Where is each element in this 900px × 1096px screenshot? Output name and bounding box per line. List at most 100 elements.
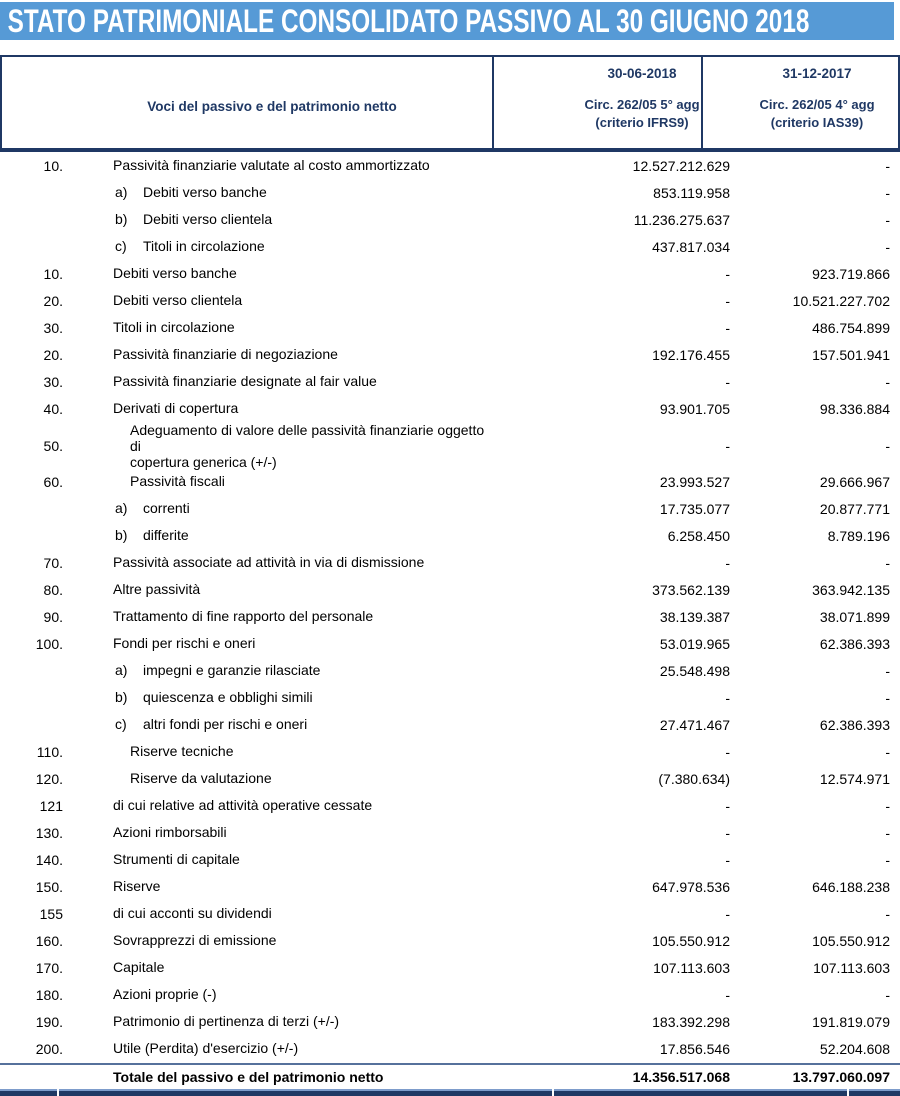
table-row: b) Debiti verso clientela 11.236.275.637 … bbox=[0, 206, 890, 233]
row-description: Utile (Perdita) d'esercizio (+/-) bbox=[64, 1040, 494, 1056]
row-value-2017: - bbox=[885, 184, 890, 201]
row-number: 30. bbox=[43, 373, 63, 390]
row-number: 170. bbox=[35, 959, 63, 976]
total-label: Totale del passivo e del patrimonio nett… bbox=[113, 1068, 384, 1085]
row-description: b) Debiti verso clientela bbox=[64, 211, 494, 227]
row-letter: a) bbox=[115, 500, 128, 517]
bottom-bar-segment bbox=[554, 1089, 847, 1096]
row-description: Sovrapprezzi di emissione bbox=[64, 932, 494, 948]
row-label: Debiti verso banche bbox=[113, 265, 237, 282]
row-value-2017: - bbox=[885, 373, 890, 390]
row-value-2018: 183.392.298 bbox=[652, 1013, 730, 1030]
row-number: 140. bbox=[35, 851, 63, 868]
row-description: a) correnti bbox=[64, 500, 494, 516]
row-number: 130. bbox=[35, 824, 63, 841]
row-number: 150. bbox=[35, 878, 63, 895]
row-description: Riserve da valutazione bbox=[64, 770, 494, 786]
table-row: 160. Sovrapprezzi di emissione 105.550.9… bbox=[0, 927, 890, 954]
row-number: 100. bbox=[35, 635, 63, 652]
row-value-2018: 6.258.450 bbox=[667, 527, 730, 544]
row-value-2017: 191.819.079 bbox=[812, 1013, 890, 1030]
row-label: Debiti verso clientela bbox=[143, 211, 273, 228]
row-value-2017: 10.521.227.702 bbox=[792, 292, 890, 309]
table-row: 121 di cui relative ad attività operativ… bbox=[0, 792, 890, 819]
row-number: 10. bbox=[43, 265, 63, 282]
table-row: 60. Passività fiscali 23.993.527 29.666.… bbox=[0, 468, 890, 495]
row-description: di cui relative ad attività operative ce… bbox=[64, 797, 494, 813]
row-value-2018: 105.550.912 bbox=[652, 932, 730, 949]
row-value-2018: - bbox=[725, 319, 730, 336]
row-number: 50. bbox=[43, 438, 63, 455]
row-description: Fondi per rischi e oneri bbox=[64, 635, 494, 651]
row-value-2018: - bbox=[725, 689, 730, 706]
row-description: a) Debiti verso banche bbox=[64, 184, 494, 200]
row-value-2017: - bbox=[885, 662, 890, 679]
table-row: b) quiescenza e obblighi simili - - bbox=[0, 684, 890, 711]
row-value-2017: - bbox=[885, 797, 890, 814]
row-value-2017: - bbox=[885, 743, 890, 760]
row-value-2018: - bbox=[725, 292, 730, 309]
row-value-2017: - bbox=[885, 689, 890, 706]
row-letter: a) bbox=[115, 184, 128, 201]
row-label: Patrimonio di pertinenza di terzi (+/-) bbox=[113, 1013, 340, 1030]
row-label: Debiti verso clientela bbox=[113, 292, 243, 309]
row-value-2018: 93.901.705 bbox=[659, 400, 730, 417]
row-label: quiescenza e obblighi simili bbox=[143, 689, 313, 706]
row-label: Riserve bbox=[113, 878, 161, 895]
row-value-2017: - bbox=[885, 905, 890, 922]
bottom-bar-segment bbox=[0, 1089, 57, 1096]
row-number: 180. bbox=[35, 986, 63, 1003]
row-label: Altre passività bbox=[113, 581, 201, 598]
row-letter: a) bbox=[115, 662, 128, 679]
total-value-2018: 14.356.517.068 bbox=[632, 1069, 730, 1085]
table-row: 20. Debiti verso clientela - 10.521.227.… bbox=[0, 287, 890, 314]
row-description: a) impegni e garanzie rilasciate bbox=[64, 662, 494, 678]
row-value-2017: 38.071.899 bbox=[819, 608, 890, 625]
row-label: Debiti verso banche bbox=[143, 184, 267, 201]
row-value-2018: - bbox=[725, 373, 730, 390]
row-description: di cui acconti su dividendi bbox=[64, 905, 494, 921]
row-value-2018: 437.817.034 bbox=[652, 238, 730, 255]
row-value-2018: 647.978.536 bbox=[652, 878, 730, 895]
bottom-bar-segment bbox=[849, 1089, 900, 1096]
row-value-2018: 192.176.455 bbox=[652, 346, 730, 363]
row-description: c) Titoli in circolazione bbox=[64, 238, 494, 254]
row-number: 70. bbox=[43, 554, 63, 571]
row-value-2018: 853.119.958 bbox=[653, 184, 730, 201]
table-row: 30. Passività finanziarie designate al f… bbox=[0, 368, 890, 395]
column-header-date-2018: 30-06-2018 bbox=[607, 66, 677, 81]
bottom-bar-segment bbox=[59, 1089, 552, 1096]
row-value-2017: - bbox=[885, 157, 890, 174]
row-number: 160. bbox=[35, 932, 63, 949]
total-divider bbox=[0, 1063, 900, 1065]
table-row: 180. Azioni proprie (-) - - bbox=[0, 981, 890, 1008]
row-description: Riserve tecniche bbox=[64, 743, 494, 759]
row-number: 60. bbox=[43, 473, 63, 490]
row-value-2018: - bbox=[725, 438, 730, 455]
row-label: Sovrapprezzi di emissione bbox=[113, 932, 277, 949]
table-row: 20. Passività finanziarie di negoziazion… bbox=[0, 341, 890, 368]
table-header: Voci del passivo e del patrimonio netto … bbox=[0, 55, 900, 152]
row-description: Derivati di copertura bbox=[64, 400, 494, 416]
row-description: Passività finanziarie designate al fair … bbox=[64, 373, 494, 389]
row-value-2018: 38.139.387 bbox=[659, 608, 730, 625]
row-label: differite bbox=[143, 527, 189, 544]
row-value-2018: - bbox=[725, 743, 730, 760]
row-value-2017: 486.754.899 bbox=[812, 319, 890, 336]
row-description: b) quiescenza e obblighi simili bbox=[64, 689, 494, 705]
table-row: 90. Trattamento di fine rapporto del per… bbox=[0, 603, 890, 630]
row-label: Passività fiscali bbox=[130, 473, 225, 490]
table-row: 10. Passività finanziarie valutate al co… bbox=[0, 152, 890, 179]
row-value-2018: - bbox=[725, 851, 730, 868]
table-row: 120. Riserve da valutazione (7.380.634) … bbox=[0, 765, 890, 792]
row-number: 20. bbox=[43, 292, 63, 309]
row-description: Debiti verso banche bbox=[64, 265, 494, 281]
row-value-2018: 11.236.275.637 bbox=[633, 211, 730, 228]
row-number: 30. bbox=[43, 319, 63, 336]
row-label: Passività finanziarie designate al fair … bbox=[113, 373, 377, 390]
row-label: Adeguamento di valore delle passività fi… bbox=[130, 422, 485, 471]
table-row: 190. Patrimonio di pertinenza di terzi (… bbox=[0, 1008, 890, 1035]
column-separator bbox=[701, 57, 703, 148]
row-label: di cui acconti su dividendi bbox=[113, 905, 272, 922]
column-header-date-2017: 31-12-2017 bbox=[782, 66, 852, 81]
